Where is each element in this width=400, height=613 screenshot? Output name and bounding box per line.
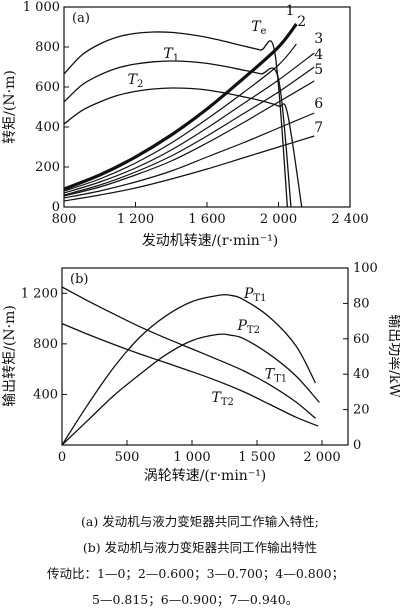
chart-b-xtick-label: 2 000	[303, 450, 340, 465]
chart-b: (b) 0 500 1 000 1 500 2 000 400 800 1 200 0 20 40 6…	[2, 261, 400, 484]
chart-b-xtick-label: 500	[115, 450, 140, 465]
chart-b-xtick-label: 0	[58, 450, 66, 465]
chart-a-ylabel: 转矩/(N·m)	[2, 70, 18, 144]
chart-a-xtick-label: 1 200	[117, 212, 154, 227]
chart-a-xtick-label: 1 600	[188, 212, 225, 227]
chart-a-xtick-label: 800	[52, 212, 77, 227]
series-label-TT2: TT2	[212, 390, 234, 408]
caption-line-4: 5—0.815；6—0.900；7—0.940。	[92, 592, 299, 607]
chart-b-ytick-label: 400	[33, 387, 58, 402]
chart-a-xtick-label: 2 400	[331, 212, 368, 227]
chart-b-ytick-right-label: 0	[353, 438, 361, 453]
load-curve-1	[63, 23, 298, 191]
series-PT2	[61, 333, 320, 446]
chart-a-xlabel: 发动机转速/(r·min⁻¹)	[142, 233, 279, 249]
chart-a-ytick-label: 800	[35, 40, 60, 55]
chart-b-ylabel: 输出转矩/(N·m)	[2, 305, 18, 407]
chart-b-ytick-label: 800	[33, 337, 58, 352]
load-curve-label-4: 4	[314, 47, 323, 63]
series-label-PT1: PT1	[243, 286, 266, 304]
load-curve-label-2: 2	[297, 14, 306, 30]
chart-a-panel-label: (a)	[72, 11, 90, 26]
series-TT1	[61, 286, 316, 419]
series-TT2	[61, 323, 319, 427]
series-label-TT1: TT1	[265, 367, 287, 385]
caption-line-1: (a) 发动机与液力变矩器共同工作输入特性;	[81, 514, 319, 529]
caption-line-3: 传动比：1—0；2—0.600；3—0.700；4—0.800；	[47, 566, 345, 581]
chart-a-ytick-label: 1 000	[23, 0, 60, 15]
chart-b-ylabel-right: 输出功率/kW	[386, 314, 400, 398]
engine-curve-label-T2: T2	[128, 72, 144, 90]
load-curve-4	[63, 66, 315, 196]
chart-b-ytick-label: 1 200	[21, 286, 58, 301]
chart-b-ytick-right-label: 100	[353, 261, 378, 276]
chart-a-ytick-label: 600	[35, 80, 60, 95]
chart-a-xtick-label: 2 000	[260, 212, 297, 227]
load-curve-7	[63, 135, 315, 202]
chart-b-xlabel: 涡轮转速/(r·min⁻¹)	[144, 468, 267, 484]
chart-a-ytick-label: 0	[52, 200, 60, 215]
chart-b-ytick-right-label: 40	[353, 367, 370, 382]
chart-a-ytick-label: 400	[35, 120, 60, 135]
load-curve-label-3: 3	[314, 31, 323, 47]
chart-b-xtick-label: 1 500	[238, 450, 275, 465]
chart-b-xtick-label: 1 000	[173, 450, 210, 465]
engine-curve-T2	[63, 87, 303, 208]
caption-line-2: (b) 发动机与液力变矩器共同工作输出特性	[82, 540, 318, 555]
chart-b-ytick-right-label: 60	[353, 332, 370, 347]
series-PT1	[61, 294, 317, 446]
load-curve-3	[63, 52, 315, 194]
engine-curve-label-Te: Te	[251, 19, 266, 37]
chart-b-frame	[61, 267, 349, 446]
chart-a-ytick-label: 200	[35, 160, 60, 175]
chart-b-ytick-right-label: 20	[353, 403, 370, 418]
load-curve-label-5: 5	[314, 62, 323, 78]
series-label-PT2: PT2	[237, 318, 260, 336]
load-curve-label-6: 6	[314, 96, 323, 112]
load-curve-5	[63, 80, 315, 197]
chart-b-ytick-right-label: 80	[353, 296, 370, 311]
chart-b-panel-label: (b)	[70, 272, 88, 287]
engine-curve-Te	[63, 31, 289, 208]
load-curve-2	[63, 43, 297, 192]
load-curve-6	[63, 112, 315, 199]
engine-curve-label-T1: T1	[163, 46, 179, 64]
load-curve-label-7: 7	[314, 120, 323, 136]
engine-curve-T1	[63, 60, 292, 208]
chart-a: (a) 800 1 200 1 600 2 000 2 400 0 200 400 600 800…	[2, 0, 369, 249]
load-curve-label-1: 1	[286, 3, 295, 19]
